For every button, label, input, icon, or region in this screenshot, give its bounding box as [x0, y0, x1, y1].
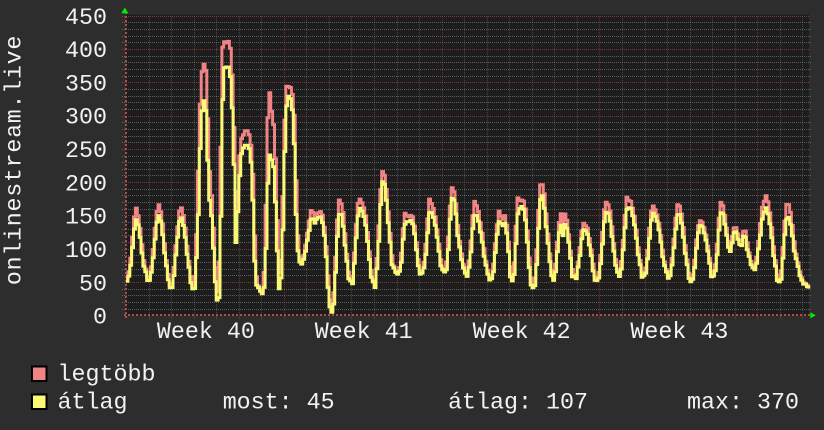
svg-text:200: 200 — [65, 172, 107, 198]
svg-text:250: 250 — [65, 139, 107, 165]
svg-text:Week 42: Week 42 — [473, 320, 571, 346]
svg-text:400: 400 — [65, 39, 107, 65]
svg-text:450: 450 — [65, 6, 107, 32]
svg-text:Week 41: Week 41 — [315, 320, 413, 346]
svg-text:most: 45: most: 45 — [223, 391, 335, 417]
svg-text:legtöbb: legtöbb — [58, 363, 156, 389]
svg-text:50: 50 — [79, 272, 107, 298]
svg-text:max: 370: max: 370 — [687, 391, 799, 417]
svg-text:onlinestream.live: onlinestream.live — [3, 35, 29, 285]
svg-text:átlag: 107: átlag: 107 — [448, 391, 588, 417]
svg-text:100: 100 — [65, 239, 107, 265]
svg-text:Week 40: Week 40 — [157, 320, 255, 346]
svg-text:Week 43: Week 43 — [630, 320, 728, 346]
svg-text:300: 300 — [65, 106, 107, 132]
svg-text:átlag: átlag — [58, 391, 128, 417]
svg-text:0: 0 — [93, 306, 107, 332]
svg-text:350: 350 — [65, 72, 107, 98]
svg-text:150: 150 — [65, 206, 107, 232]
